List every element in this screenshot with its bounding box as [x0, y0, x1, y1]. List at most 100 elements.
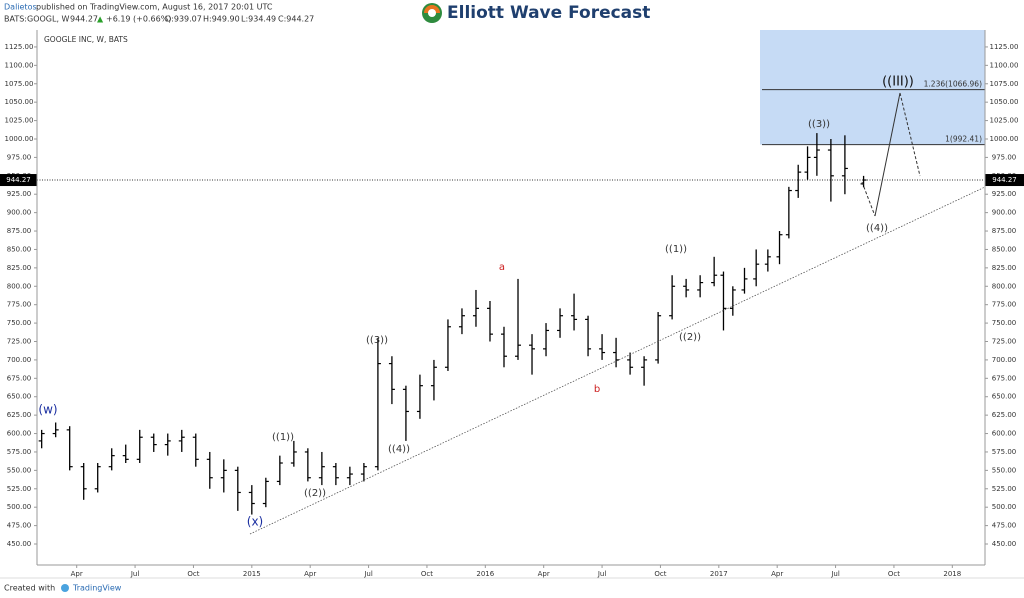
wave-label: ((III)): [882, 75, 914, 90]
x-tick-label: Apr: [71, 570, 83, 578]
y-tick-label-right: 925.00: [992, 190, 1017, 198]
fib-label: 1(992.41): [945, 135, 982, 144]
ohlc-bar: [599, 334, 606, 360]
created: Created with: [4, 584, 55, 593]
projection: [899, 92, 921, 177]
ohlc-bar: [276, 455, 283, 486]
ohlc-bar: [234, 466, 241, 511]
y-tick-label: 1025.00: [5, 117, 34, 125]
ohlc-bar: [720, 271, 727, 331]
y-tick-label: 500.00: [7, 503, 32, 511]
y-tick-label-right: 550.00: [992, 466, 1017, 474]
ohlc-bar: [486, 300, 493, 342]
ohlc-bar: [500, 326, 507, 368]
y-tick-label: 1100.00: [5, 61, 34, 69]
ohlc-bar: [444, 319, 451, 371]
y-tick-label-right: 750.00: [992, 319, 1017, 327]
price: 944.27: [70, 15, 98, 24]
ohlc-bar: [785, 186, 792, 239]
y-tick-label: 475.00: [7, 522, 32, 530]
footer-brand[interactable]: TradingView: [72, 584, 122, 593]
y-tick-label-right: 825.00: [992, 264, 1017, 272]
change: +6.19 (+0.66%): [106, 15, 171, 24]
y-tick-label-right: 650.00: [992, 393, 1017, 401]
ohlc-bar: [697, 275, 704, 298]
ohlc-bar: [764, 249, 771, 272]
x-tick-label: 2017: [710, 570, 728, 578]
y-tick-label-right: 725.00: [992, 338, 1017, 346]
y-tick-label-right: 475.00: [992, 522, 1017, 530]
y-tick-label: 600.00: [7, 430, 32, 438]
chart-title: GOOGLE INC, W, BATS: [44, 35, 128, 44]
y-tick-label-right: 800.00: [992, 282, 1017, 290]
ohlc-bar: [108, 448, 115, 471]
x-tick-label: Apr: [771, 570, 783, 578]
brand: Elliott Wave Forecast: [447, 3, 650, 23]
ohlc-bar: [458, 308, 465, 335]
open: O:939.07: [165, 15, 202, 24]
y-tick-label: 1075.00: [5, 80, 34, 88]
ohlc-bar: [402, 385, 409, 441]
trend-line: [249, 186, 986, 535]
ohlc-bar: [136, 429, 143, 464]
ohlc-bar: [841, 135, 848, 195]
ohlc-bar: [346, 466, 353, 486]
y-tick-label-right: 1075.00: [990, 80, 1019, 88]
y-tick-label-right: 500.00: [992, 503, 1017, 511]
y-tick-label-right: 900.00: [992, 209, 1017, 217]
x-tick-label: Jul: [830, 570, 840, 578]
wave-label: ((2)): [304, 488, 326, 499]
y-tick-label: 1000.00: [5, 135, 34, 143]
ohlc-bar: [557, 308, 564, 338]
wave-label: (x): [247, 515, 263, 529]
y-tick-label: 650.00: [7, 393, 32, 401]
y-tick-label: 575.00: [7, 448, 32, 456]
logo: [422, 3, 442, 23]
y-tick-label-right: 875.00: [992, 227, 1017, 235]
tv-icon: [61, 584, 69, 592]
price-tag: [0, 174, 37, 187]
ohlc-bar: [122, 444, 129, 464]
x-tick-label: Oct: [654, 570, 666, 578]
y-tick-label: 900.00: [7, 209, 32, 217]
x-tick-label: Jul: [597, 570, 607, 578]
y-tick-label: 825.00: [7, 264, 32, 272]
wave-label: (w): [38, 403, 57, 417]
publisher[interactable]: Dalietos: [4, 3, 37, 12]
wave-label: ((4)): [388, 444, 410, 455]
ohlc-bar: [683, 278, 690, 298]
ohlc-bar: [529, 334, 536, 375]
wave-label: b: [594, 384, 600, 395]
y-tick-label: 725.00: [7, 338, 32, 346]
y-tick-label: 975.00: [7, 153, 32, 161]
ohlc-bar: [669, 275, 676, 320]
projection: [874, 92, 901, 217]
x-tick-label: Jul: [363, 570, 373, 578]
ohlc-bar: [430, 359, 437, 401]
ohlc-bar: [776, 231, 783, 265]
ohlc-bar: [206, 451, 213, 489]
wave-label: ((2)): [679, 332, 701, 343]
y-tick-label: 875.00: [7, 227, 32, 235]
price-tag-label: 944.27: [992, 176, 1017, 184]
x-tick-label: 2016: [476, 570, 494, 578]
y-tick-label: 850.00: [7, 245, 32, 253]
ohlc-bar: [220, 459, 227, 493]
ohlc-bar: [515, 278, 522, 360]
y-tick-label-right: 625.00: [992, 411, 1017, 419]
price-tag-label: 944.27: [6, 176, 31, 184]
ohlc-bar: [304, 448, 311, 482]
y-tick-label: 450.00: [7, 540, 32, 548]
ohlc-bar: [827, 138, 834, 202]
y-tick-label: 700.00: [7, 356, 32, 364]
y-tick-label: 800.00: [7, 282, 32, 290]
ohlc-bar: [388, 356, 395, 405]
y-tick-label-right: 1025.00: [990, 117, 1019, 125]
ohlc-bar: [655, 312, 662, 364]
ohlc-bar: [150, 433, 157, 452]
fib-label: 1.236(1066.96): [924, 80, 982, 89]
y-tick-label-right: 600.00: [992, 430, 1017, 438]
y-tick-label-right: 1100.00: [990, 61, 1019, 69]
price-tag: [985, 174, 1024, 187]
